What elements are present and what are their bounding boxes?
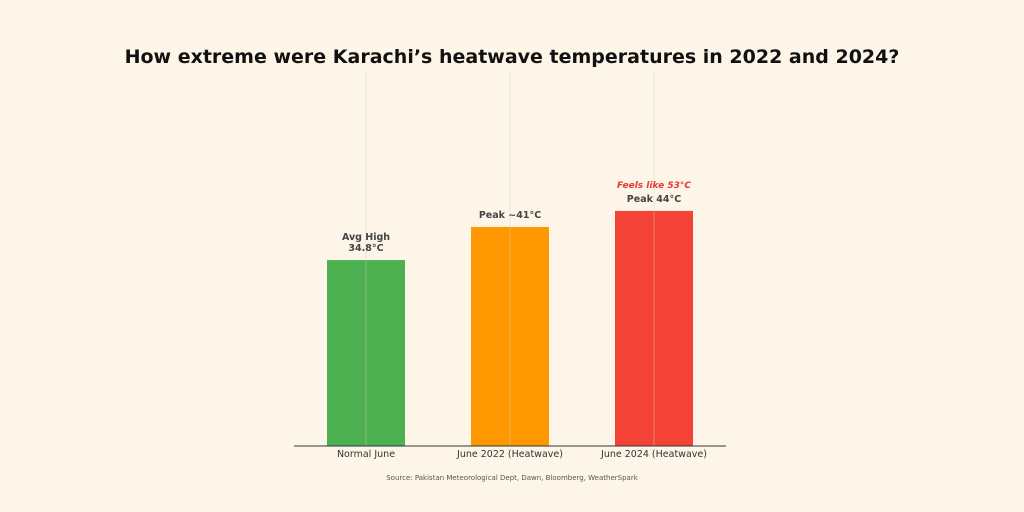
value-label-3: Peak 44°C xyxy=(627,194,681,205)
value-label-2: Peak ~41°C xyxy=(479,210,541,221)
feels-like-annotation: Feels like 53°C xyxy=(617,181,691,191)
chart-title: How extreme were Karachi’s heatwave temp… xyxy=(124,46,900,68)
x-tick-label-2: June 2022 (Heatwave) xyxy=(456,449,563,460)
value-label-1-line-1: Avg High xyxy=(342,232,390,243)
x-tick-label-1: Normal June xyxy=(337,449,395,460)
source-note: Source: Pakistan Meteorological Dept, Da… xyxy=(386,474,638,482)
value-label-1-line-2: 34.8°C xyxy=(348,243,383,254)
x-tick-label-3: June 2024 (Heatwave) xyxy=(600,449,707,460)
